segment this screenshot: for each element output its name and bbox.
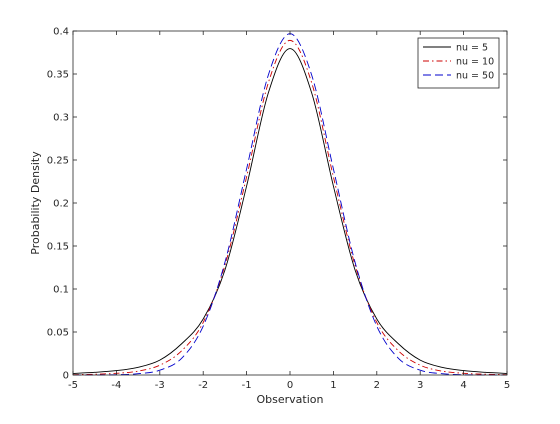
legend-label-3: nu = 50 bbox=[456, 71, 494, 82]
y-tick-label: 0.2 bbox=[53, 199, 69, 210]
x-axis-ticks: -5 -4 -3 -2 -1 0 1 2 3 4 5 bbox=[68, 31, 510, 391]
x-tick-label: -1 bbox=[242, 380, 252, 391]
y-tick-label: 0.35 bbox=[47, 70, 69, 81]
x-tick-label: -3 bbox=[155, 380, 165, 391]
y-tick-label: 0.15 bbox=[47, 242, 69, 253]
series-line-2 bbox=[72, 39, 508, 376]
legend-label-1: nu = 5 bbox=[456, 43, 488, 54]
x-tick-label: 1 bbox=[330, 380, 336, 391]
y-tick-label: 0 bbox=[63, 371, 69, 382]
x-tick-label: -2 bbox=[198, 380, 208, 391]
series-line-1 bbox=[72, 48, 508, 374]
y-tick-label: 0.4 bbox=[53, 27, 69, 38]
y-tick-label: 0.3 bbox=[53, 113, 69, 124]
x-tick-label: 2 bbox=[374, 380, 380, 391]
x-tick-label: -4 bbox=[111, 380, 121, 391]
x-tick-label: 5 bbox=[504, 380, 510, 391]
x-tick-label: 4 bbox=[460, 380, 466, 391]
y-tick-label: 0.25 bbox=[47, 156, 69, 167]
y-tick-label: 0.05 bbox=[47, 328, 69, 339]
x-tick-label: -5 bbox=[68, 380, 78, 391]
x-axis-label: Observation bbox=[257, 393, 324, 406]
y-axis-ticks: 0 0.05 0.1 0.15 0.2 0.25 0.3 0.35 0.4 bbox=[47, 27, 507, 382]
legend-label-2: nu = 10 bbox=[456, 57, 494, 68]
y-tick-label: 0.1 bbox=[53, 285, 69, 296]
x-tick-label: 0 bbox=[287, 380, 293, 391]
legend-box bbox=[417, 37, 500, 89]
legend: nu = 5 nu = 10 nu = 50 bbox=[417, 37, 500, 89]
x-tick-label: 3 bbox=[417, 380, 423, 391]
y-axis-label: Probability Density bbox=[29, 151, 42, 255]
